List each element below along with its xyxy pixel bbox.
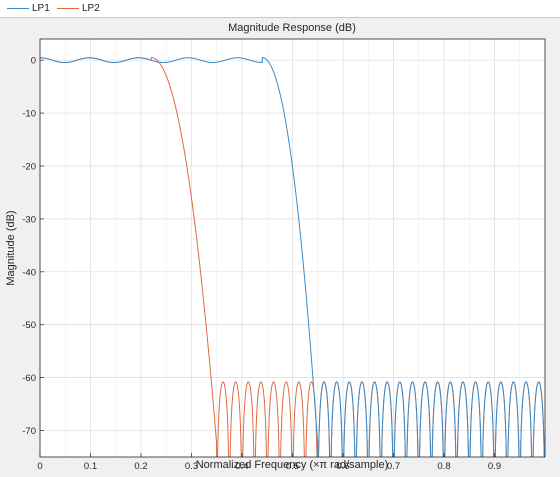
x-tick-label: 0: [37, 461, 42, 472]
legend: LP1 LP2: [0, 0, 560, 18]
y-tick-label: -50: [22, 320, 36, 331]
y-tick-label: -10: [22, 109, 36, 120]
legend-swatch-lp1: [7, 8, 29, 9]
grid: [39, 39, 545, 457]
series-layer: [40, 56, 545, 457]
x-tick-label: 0.6: [336, 461, 349, 472]
legend-swatch-lp2: [57, 8, 79, 9]
x-tick-label: 0.2: [134, 461, 147, 472]
y-tick-label: -70: [22, 426, 36, 437]
y-tick-label: -30: [22, 214, 36, 225]
y-tick-label: -40: [22, 267, 36, 278]
x-tick-label: 0.7: [387, 461, 400, 472]
legend-label-lp1: LP1: [32, 3, 50, 14]
legend-item-lp2[interactable]: LP2: [57, 0, 100, 17]
chart-title: Magnitude Response (dB): [228, 22, 356, 34]
x-tick-label: 0.3: [185, 461, 198, 472]
y-tick-label: -20: [22, 161, 36, 172]
x-tick-label: 0.9: [488, 461, 501, 472]
x-tick-label: 0.4: [235, 461, 248, 472]
y-tick-label: -60: [22, 373, 36, 384]
y-tick-label: 0: [31, 56, 36, 67]
x-axis-title: Normalized Frequency (×π rad/sample): [196, 459, 389, 471]
legend-item-lp1[interactable]: LP1: [7, 0, 50, 17]
x-tick-label: 0.5: [286, 461, 299, 472]
y-axis-title: Magnitude (dB): [5, 210, 17, 285]
x-tick-label: 0.8: [437, 461, 450, 472]
magnitude-response-chart: 0 0.1 0.2 0.3 0.4 0.5 0.6 0.7 0.8 0.9 0 -10 -20 -30 -4…: [5, 22, 546, 472]
ticks: 0 0.1 0.2 0.3 0.4 0.5 0.6 0.7 0.8 0.9 0 -10 -20 -30 -4…: [22, 56, 501, 472]
series-line-lp1: [40, 56, 545, 457]
x-tick-label: 0.1: [84, 461, 97, 472]
legend-label-lp2: LP2: [82, 3, 100, 14]
